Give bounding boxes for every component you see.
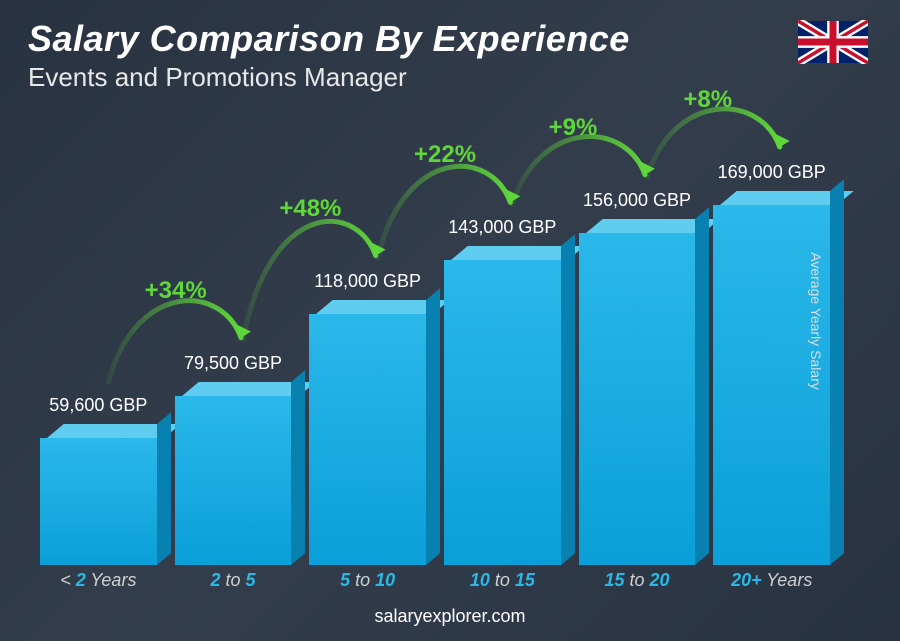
bar-group: 118,000 GBP (309, 271, 426, 551)
chart-title: Salary Comparison By Experience (28, 18, 872, 60)
x-axis-label: 2 to 5 (175, 570, 292, 591)
chart-subtitle: Events and Promotions Manager (28, 62, 872, 93)
footer-credit: salaryexplorer.com (0, 606, 900, 627)
bar-front-face (40, 438, 157, 565)
bar-value-label: 118,000 GBP (314, 271, 421, 292)
x-axis-label: 10 to 15 (444, 570, 561, 591)
bar-value-label: 59,600 GBP (49, 395, 147, 416)
uk-flag-icon (798, 20, 868, 64)
bar-group: 59,600 GBP (40, 395, 157, 551)
chart-header: Salary Comparison By Experience Events a… (28, 18, 872, 93)
x-axis-label: 20+ Years (713, 570, 830, 591)
bar-3d (309, 300, 426, 551)
bar-side-face (561, 234, 575, 565)
bar-group: 79,500 GBP (175, 353, 292, 551)
bar-3d (40, 424, 157, 551)
bar-side-face (291, 370, 305, 565)
bar-3d (444, 246, 561, 551)
bar-side-face (830, 179, 844, 565)
bar-front-face (579, 233, 696, 565)
bar-value-label: 79,500 GBP (184, 353, 282, 374)
bar-group: 143,000 GBP (444, 217, 561, 551)
x-axis-labels: < 2 Years 2 to 5 5 to 10 10 to 15 15 to 20 20… (40, 570, 830, 591)
x-axis-label: 15 to 20 (579, 570, 696, 591)
y-axis-label: Average Yearly Salary (807, 252, 823, 390)
bar-side-face (426, 288, 440, 565)
bar-group: 156,000 GBP (579, 190, 696, 551)
bar-front-face (444, 260, 561, 565)
bar-3d (175, 382, 292, 551)
bar-container: 59,600 GBP 79,500 GBP 118,000 GBP 143,00… (40, 120, 830, 551)
chart-area: 59,600 GBP 79,500 GBP 118,000 GBP 143,00… (40, 120, 830, 551)
x-axis-label: < 2 Years (40, 570, 157, 591)
x-axis-label: 5 to 10 (309, 570, 426, 591)
bar-value-label: 156,000 GBP (583, 190, 691, 211)
bar-side-face (695, 207, 709, 565)
bar-front-face (309, 314, 426, 565)
bar-value-label: 143,000 GBP (448, 217, 556, 238)
bar-front-face (175, 396, 292, 565)
bar-3d (579, 219, 696, 551)
bar-side-face (157, 412, 171, 565)
bar-value-label: 169,000 GBP (718, 162, 826, 183)
